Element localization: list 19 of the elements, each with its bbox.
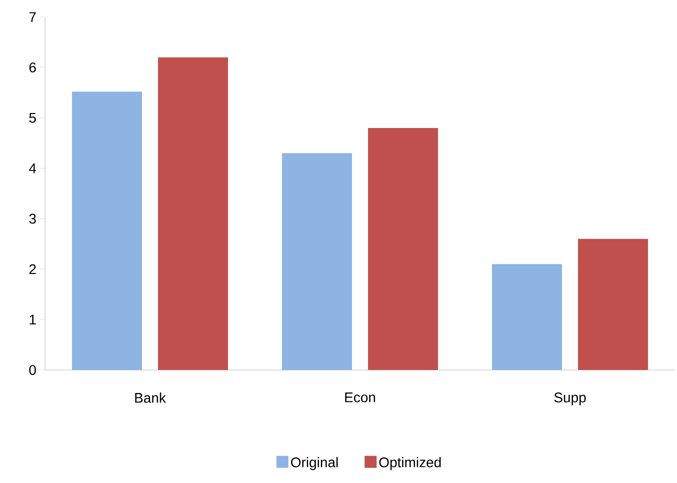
bar xyxy=(158,57,228,370)
y-tick-label: 3 xyxy=(29,214,36,224)
legend-label: Original xyxy=(291,457,338,470)
y-tick-label: 6 xyxy=(29,62,36,72)
bar xyxy=(578,238,648,370)
x-tick-label: Bank xyxy=(135,392,166,403)
bar xyxy=(492,264,562,370)
bar xyxy=(282,153,352,370)
x-tick-label: Econ xyxy=(345,392,376,402)
y-tick-label: 7 xyxy=(29,12,36,22)
y-tick-label: 0 xyxy=(29,365,36,375)
y-tick-label: 1 xyxy=(30,314,36,324)
bar xyxy=(72,92,142,370)
y-tick-label: 2 xyxy=(29,264,36,274)
x-tick-label: Supp xyxy=(554,392,586,406)
y-tick-label: 4 xyxy=(29,163,36,174)
legend-label: Optimized xyxy=(379,457,441,470)
bar xyxy=(368,128,438,370)
y-tick-label: 5 xyxy=(29,112,36,123)
